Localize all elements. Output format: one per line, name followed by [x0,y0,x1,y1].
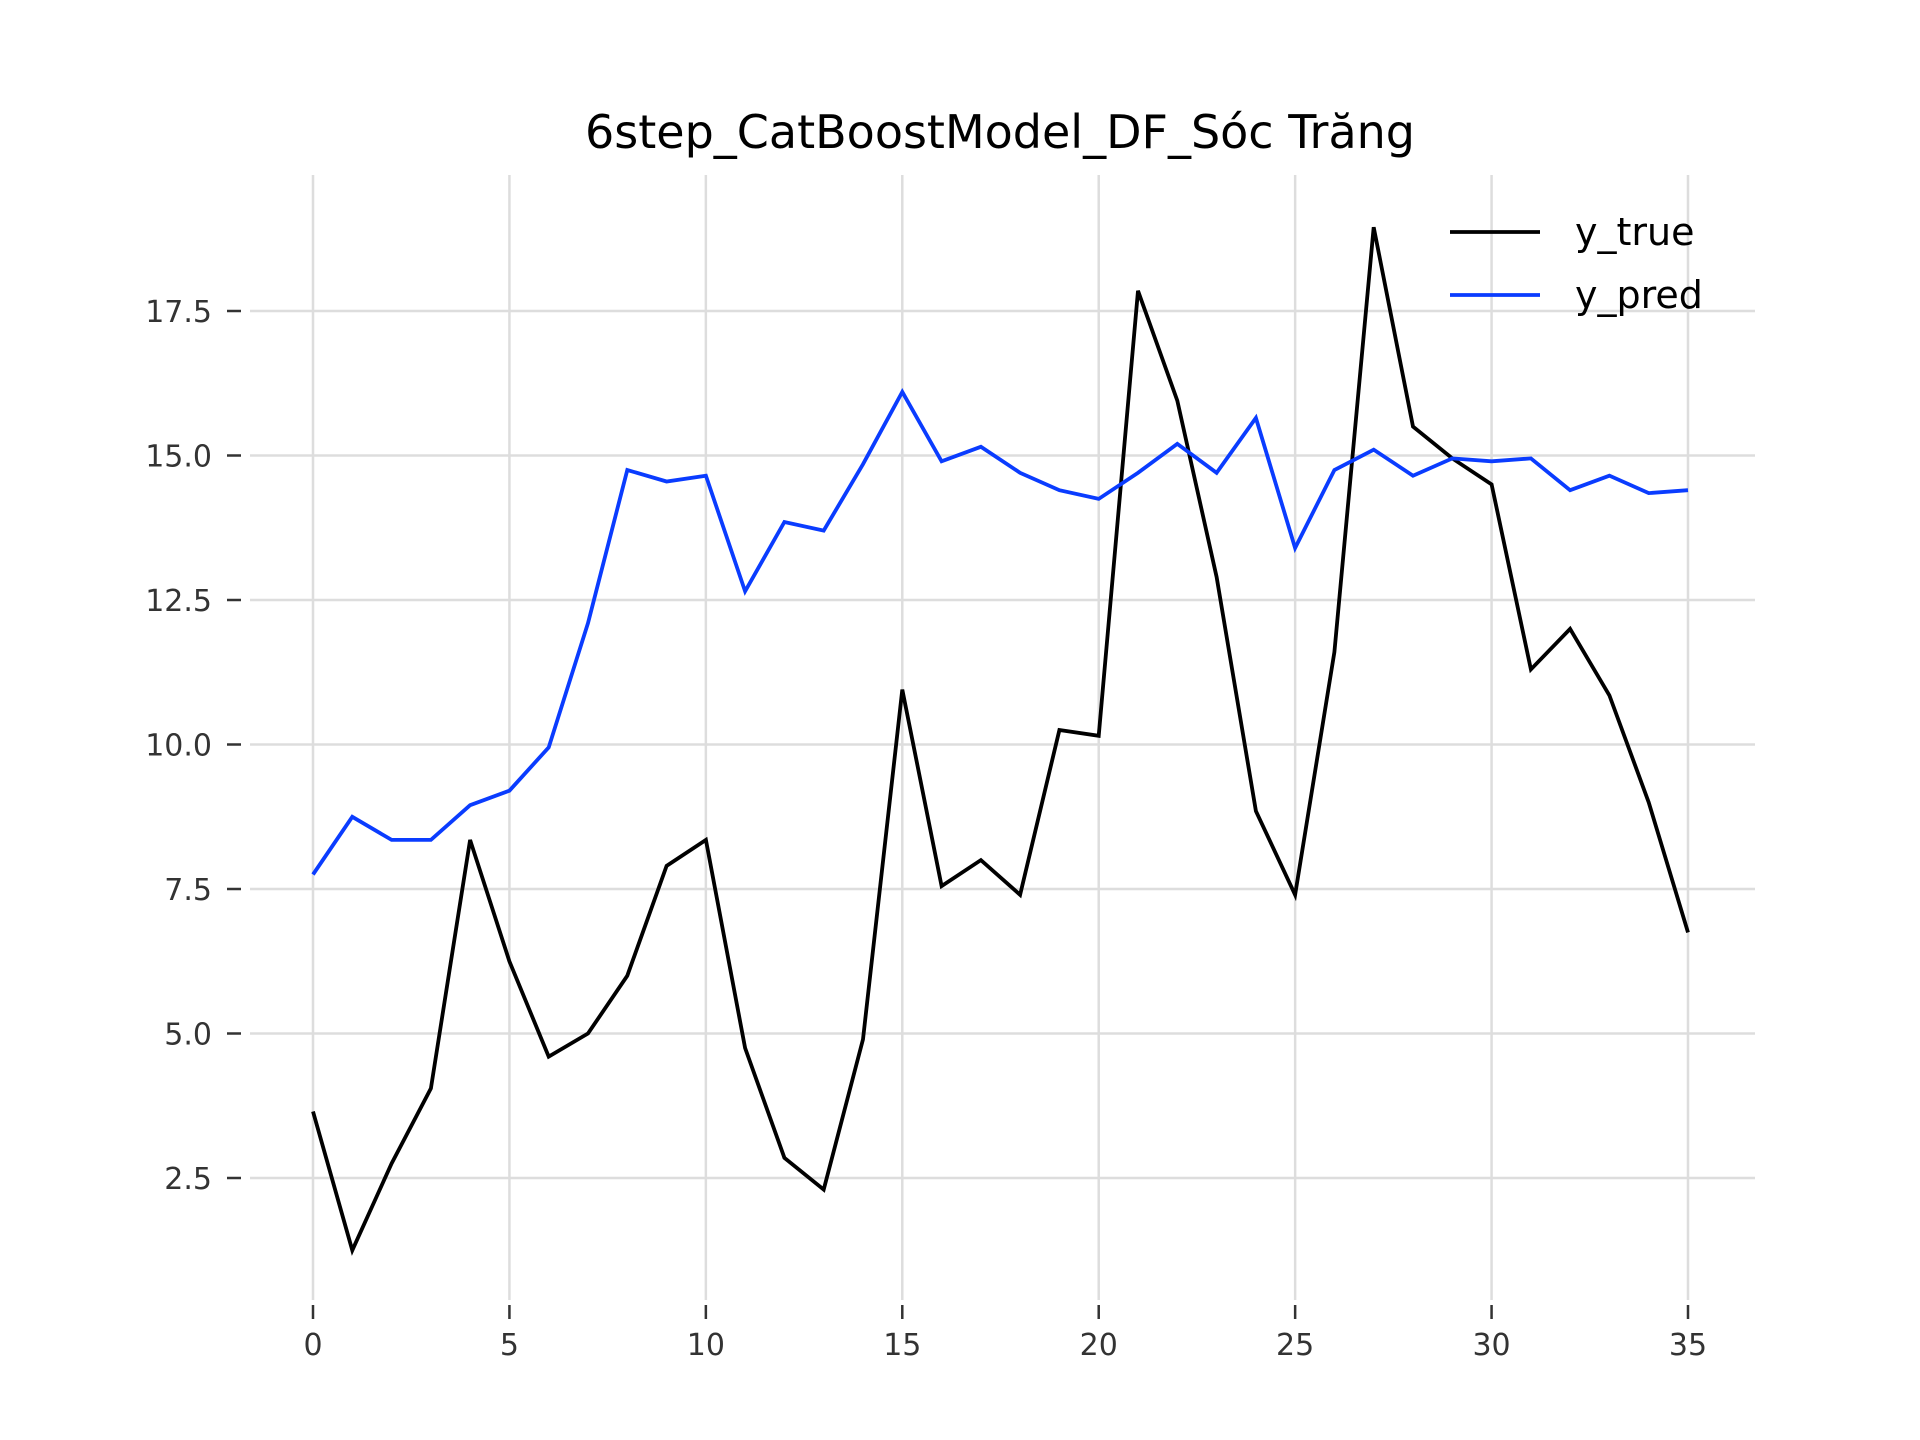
x-tick-label: 20 [1080,1328,1118,1363]
x-tick-label: 25 [1276,1328,1314,1363]
x-tick-label: 10 [687,1328,725,1363]
x-tick-label: 30 [1472,1328,1510,1363]
legend-label-y-pred: y_pred [1575,273,1703,317]
legend: y_true y_pred [1450,210,1703,317]
y-tick-label: 2.5 [164,1162,212,1197]
y-tick-label: 5.0 [164,1018,212,1053]
x-tick-label: 15 [883,1328,921,1363]
y-tick-label: 12.5 [145,584,212,619]
y-tick-label: 15.0 [145,440,212,475]
y-tick-label: 17.5 [145,295,212,330]
y-tick-label: 10.0 [145,729,212,764]
series-line-y-true [311,226,1690,1256]
chart-title: 6step_CatBoostModel_DF_Sóc Trăng [585,105,1415,159]
y-tick-label: 7.5 [164,873,212,908]
series-lines [311,226,1690,1256]
x-tick-label: 0 [303,1328,322,1363]
x-tick-label: 5 [500,1328,519,1363]
legend-label-y-true: y_true [1575,210,1694,254]
grid [250,175,1755,1300]
axis-ticks: 2.5 5.0 7.5 10.0 12.5 15.0 17.5 0 5 10 15 20 25 30 35 [145,295,1707,1363]
x-tick-label: 35 [1669,1328,1707,1363]
series-line-y-pred [311,387,1689,876]
